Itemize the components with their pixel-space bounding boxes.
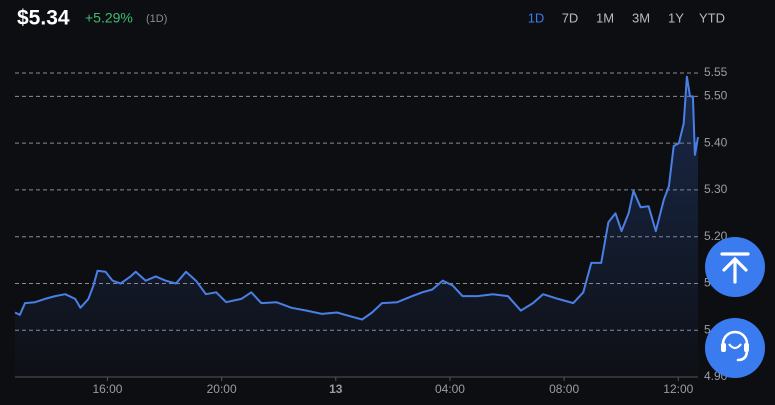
x-tick-label: 20:00 — [207, 382, 237, 396]
price-line — [14, 75, 699, 321]
scroll-top-button[interactable] — [705, 237, 765, 297]
y-tick-label: 5.55 — [704, 65, 728, 79]
price: $5.34 — [17, 7, 70, 30]
range-button[interactable]: 3M — [632, 10, 650, 25]
range-button[interactable]: YTD — [699, 10, 725, 25]
x-tick-label: 08:00 — [549, 382, 579, 396]
support-button[interactable] — [705, 318, 765, 378]
x-tick-label: 12:00 — [663, 382, 693, 396]
y-tick-label: 5.50 — [704, 89, 728, 103]
y-tick-label: 5.40 — [704, 135, 728, 149]
icon — [744, 343, 749, 352]
icon — [728, 343, 742, 350]
x-tick-label: 13 — [329, 382, 343, 396]
price-change: +5.29% — [85, 10, 133, 26]
range-button[interactable]: 7D — [562, 10, 579, 25]
range-button[interactable]: 1Y — [668, 10, 684, 25]
period: (1D) — [146, 13, 167, 25]
icon — [720, 252, 750, 284]
x-tick-label: 16:00 — [92, 382, 122, 396]
range-button[interactable]: 1D — [528, 10, 545, 25]
range-button[interactable]: 1M — [596, 10, 614, 25]
y-tick-label: 5.30 — [704, 182, 728, 196]
x-tick-label: 04:00 — [435, 382, 465, 396]
y-tick-label: 5.20 — [704, 229, 728, 243]
area-fill — [15, 76, 698, 377]
icon — [721, 343, 726, 352]
